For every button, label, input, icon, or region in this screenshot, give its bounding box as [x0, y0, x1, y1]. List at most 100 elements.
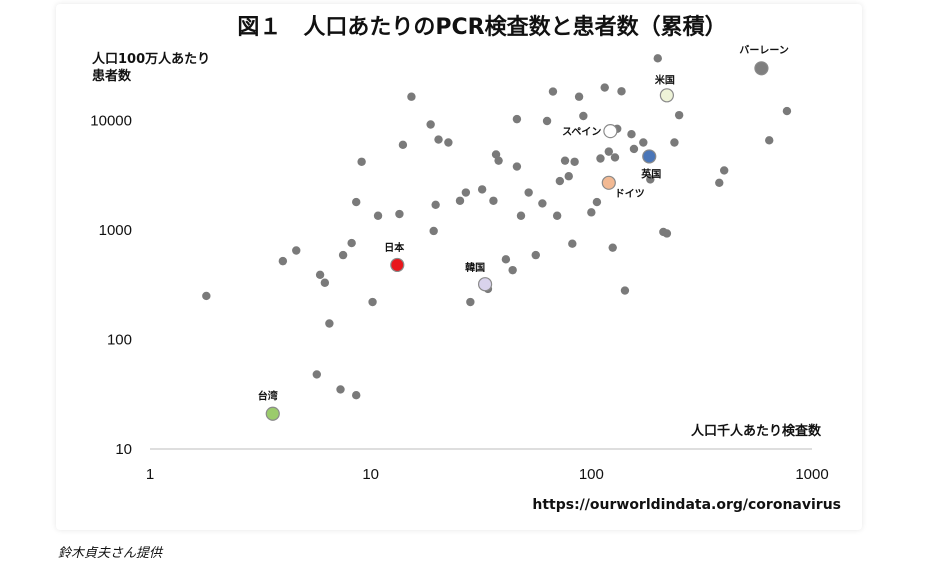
data-point — [592, 197, 602, 207]
source-url: https://ourworldindata.org/coronavirus — [532, 497, 841, 513]
data-point — [608, 243, 617, 252]
photo-credit: 鈴木貞夫さん提供 — [58, 546, 163, 561]
data-point — [627, 130, 636, 139]
data-point — [352, 391, 361, 400]
y-axis-label-line1: 人口100万人あたり — [92, 51, 210, 67]
data-point — [564, 172, 573, 181]
data-points — [202, 54, 792, 400]
x-axis-ticks: 1 10 100 1000 — [146, 466, 829, 483]
x-tick-label: 100 — [579, 466, 604, 483]
data-point — [347, 238, 356, 248]
data-point — [455, 196, 465, 205]
scatter-chart: 図１ 人口あたりのPCR検査数と患者数（累積） 人口100万人あたり 患者数 1… — [90, 14, 841, 513]
x-axis-label: 人口千人あたり検査数 — [691, 423, 822, 439]
data-point — [292, 246, 301, 255]
data-point — [524, 188, 533, 197]
x-tick-label: 10 — [362, 466, 379, 483]
x-tick-label: 1 — [146, 466, 154, 483]
data-point — [352, 197, 361, 207]
highlight-point — [754, 61, 769, 76]
country-label: 英国 — [640, 167, 661, 180]
data-point — [596, 154, 605, 163]
y-axis-label-line2: 患者数 — [92, 68, 132, 84]
country-label: 台湾 — [258, 390, 278, 403]
data-point — [320, 278, 330, 287]
y-tick-label: 10 — [115, 441, 132, 458]
data-point — [368, 297, 377, 307]
data-point — [336, 385, 345, 394]
data-point — [202, 291, 211, 301]
y-tick-label: 100 — [107, 332, 132, 349]
data-point — [579, 111, 588, 121]
highlight-point — [477, 277, 493, 292]
y-axis-ticks: 10 100 1000 10000 — [90, 113, 132, 458]
data-point — [312, 370, 321, 379]
country-label: 韓国 — [465, 261, 485, 274]
data-point — [489, 196, 498, 205]
highlight-point — [390, 257, 405, 273]
country-label: ドイツ — [615, 188, 645, 200]
data-point — [512, 162, 522, 171]
data-point — [512, 114, 522, 124]
data-point — [508, 265, 517, 275]
y-tick-label: 10000 — [90, 113, 132, 130]
data-point — [531, 250, 540, 260]
data-point — [494, 156, 503, 165]
data-point — [429, 226, 438, 236]
highlight-point — [603, 124, 618, 139]
data-point — [574, 92, 584, 101]
data-point — [587, 208, 596, 217]
data-point — [715, 178, 724, 187]
chart-panel: 図１ 人口あたりのPCR検査数と患者数（累積） 人口100万人あたり 患者数 1… — [56, 4, 862, 530]
data-point — [431, 200, 440, 209]
data-point — [617, 87, 626, 96]
data-point — [610, 153, 620, 162]
data-point — [620, 286, 630, 295]
data-point — [338, 250, 348, 260]
data-point — [719, 166, 729, 175]
y-tick-label: 1000 — [99, 222, 132, 239]
data-point — [765, 136, 774, 145]
data-point — [670, 138, 679, 147]
data-point — [538, 199, 547, 208]
data-point — [477, 185, 487, 194]
country-label: スペイン — [562, 126, 601, 138]
data-point — [466, 297, 475, 307]
data-point — [426, 120, 435, 129]
highlight-point — [601, 175, 616, 190]
data-point — [653, 54, 662, 63]
data-point — [629, 144, 639, 154]
country-label: 日本 — [384, 241, 405, 254]
highlight-point — [642, 149, 657, 164]
data-point — [560, 156, 570, 165]
country-label: バーレーン — [739, 44, 789, 56]
data-point — [548, 87, 558, 96]
data-point — [407, 92, 416, 101]
data-point — [501, 255, 511, 264]
data-point — [444, 138, 453, 147]
chart-title: 図１ 人口あたりのPCR検査数と患者数（累積） — [237, 14, 726, 40]
data-point — [516, 211, 526, 220]
x-tick-label: 1000 — [795, 466, 828, 483]
data-point — [542, 116, 552, 126]
data-point — [639, 138, 648, 147]
country-label: 米国 — [655, 73, 675, 86]
data-point — [357, 157, 366, 166]
data-point — [555, 176, 565, 186]
data-point — [604, 147, 614, 156]
data-point — [646, 175, 655, 184]
data-point — [315, 270, 325, 279]
data-point — [782, 106, 792, 116]
data-point — [325, 319, 334, 328]
data-point — [570, 157, 579, 166]
data-point — [600, 83, 609, 92]
data-point — [278, 256, 288, 266]
data-point — [674, 110, 684, 120]
highlight-point — [265, 406, 280, 421]
data-point — [662, 229, 672, 238]
data-point — [552, 211, 562, 220]
data-point — [461, 188, 471, 197]
highlight-point — [659, 88, 674, 103]
data-point — [373, 211, 383, 220]
